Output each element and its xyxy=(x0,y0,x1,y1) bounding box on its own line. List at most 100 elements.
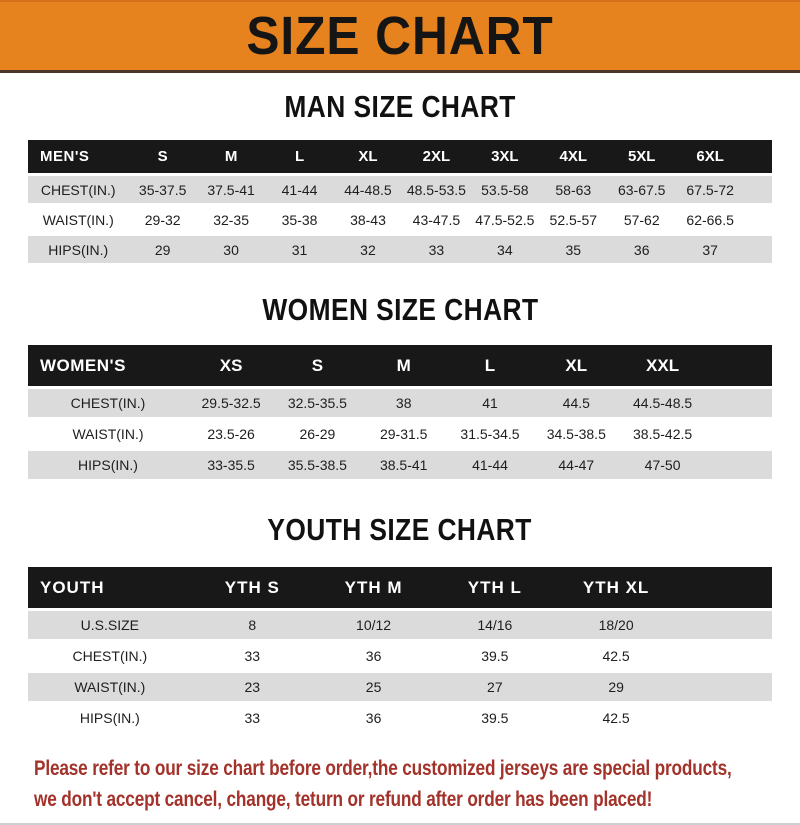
cell-value: 18/20 xyxy=(555,611,677,639)
youth-col-yth-s: YTH S xyxy=(191,567,313,608)
cell-value: 35-38 xyxy=(265,206,334,233)
cell-value: 44.5 xyxy=(533,389,620,417)
size-chart-banner: SIZE CHART xyxy=(0,0,800,73)
cell-value: 57-62 xyxy=(607,206,676,233)
cell-value: 29-31.5 xyxy=(360,420,447,448)
men-col-m: M xyxy=(196,140,266,173)
cell-value: 35-37.5 xyxy=(128,176,197,203)
cell-value: 37.5-41 xyxy=(196,176,266,203)
cell-value: 44-47 xyxy=(533,451,620,479)
row-spacer xyxy=(705,451,772,479)
row-label: HIPS(IN.) xyxy=(28,704,192,732)
row-label: CHEST(IN.) xyxy=(28,176,129,203)
cell-value: 10/12 xyxy=(312,611,435,639)
cell-value: 36 xyxy=(607,236,676,263)
row-label: WAIST(IN.) xyxy=(28,673,192,701)
youth-row-waistin: WAIST(IN.) 23 25 27 29 xyxy=(28,673,772,701)
women-header-label: WOMEN'S xyxy=(28,345,188,386)
cell-value: 33 xyxy=(402,236,471,263)
row-spacer xyxy=(705,389,772,417)
cell-value: 42.5 xyxy=(555,642,677,670)
row-label: HIPS(IN.) xyxy=(28,451,188,479)
men-col-xl: XL xyxy=(333,140,403,173)
women-header-row: WOMEN'S XS S M L XL XXL xyxy=(28,345,772,386)
women-col-xs: XS xyxy=(187,345,275,386)
row-spacer xyxy=(676,704,772,732)
men-col-2xl: 2XL xyxy=(402,140,471,173)
cell-value: 62-66.5 xyxy=(675,206,745,233)
youth-size-table: YOUTH YTH S YTH M YTH L YTH XL U.S.SIZE 8 10/12… xyxy=(28,564,772,735)
men-header-spacer xyxy=(744,140,772,173)
men-col-4xl: 4XL xyxy=(539,140,608,173)
cell-value: 41-44 xyxy=(265,176,334,203)
cell-value: 27 xyxy=(434,673,556,701)
youth-header-row: YOUTH YTH S YTH M YTH L YTH XL xyxy=(28,567,772,608)
cell-value: 23.5-26 xyxy=(187,420,275,448)
youth-row-chestin: CHEST(IN.) 33 36 39.5 42.5 xyxy=(28,642,772,670)
row-label: HIPS(IN.) xyxy=(28,236,129,263)
cell-value: 44-48.5 xyxy=(333,176,403,203)
men-row-chestin: CHEST(IN.) 35-37.5 37.5-41 41-44 44-48.5 48.5… xyxy=(28,176,772,203)
size-chart-sections: MAN SIZE CHART MEN'S S M L XL 2XL 3XL 4XL 5XL 6XL C… xyxy=(0,89,800,735)
cell-value: 38 xyxy=(360,389,447,417)
cell-value: 37 xyxy=(675,236,745,263)
row-label: CHEST(IN.) xyxy=(28,642,192,670)
cell-value: 36 xyxy=(312,704,435,732)
row-label: WAIST(IN.) xyxy=(28,420,188,448)
cell-value: 52.5-57 xyxy=(539,206,608,233)
cell-value: 32.5-35.5 xyxy=(274,389,361,417)
cell-value: 39.5 xyxy=(434,642,556,670)
cell-value: 47.5-52.5 xyxy=(470,206,540,233)
women-row-hipsin: HIPS(IN.) 33-35.5 35.5-38.5 38.5-41 41-44 44-… xyxy=(28,451,772,479)
cell-value: 39.5 xyxy=(434,704,556,732)
youth-col-yth-m: YTH M xyxy=(312,567,435,608)
row-spacer xyxy=(744,206,772,233)
cell-value: 48.5-53.5 xyxy=(402,176,471,203)
men-row-hipsin: HIPS(IN.) 29 30 31 32 33 34 35 36 37 xyxy=(28,236,772,263)
women-header-spacer xyxy=(705,345,772,386)
men-col-5xl: 5XL xyxy=(607,140,676,173)
women-row-chestin: CHEST(IN.) 29.5-32.5 32.5-35.5 38 41 44.5 44.5… xyxy=(28,389,772,417)
men-heading: MAN SIZE CHART xyxy=(0,89,800,125)
men-header-row: MEN'S S M L XL 2XL 3XL 4XL 5XL 6XL xyxy=(28,140,772,173)
row-spacer xyxy=(744,176,772,203)
cell-value: 31.5-34.5 xyxy=(446,420,534,448)
men-col-6xl: 6XL xyxy=(675,140,745,173)
women-col-xxl: XXL xyxy=(619,345,706,386)
cell-value: 8 xyxy=(191,611,313,639)
row-spacer xyxy=(676,642,772,670)
cell-value: 14/16 xyxy=(434,611,556,639)
women-heading: WOMEN SIZE CHART xyxy=(0,292,800,328)
cell-value: 38.5-42.5 xyxy=(619,420,706,448)
women-col-s: S xyxy=(274,345,361,386)
men-size-table: MEN'S S M L XL 2XL 3XL 4XL 5XL 6XL CHEST(IN.) 35-37… xyxy=(28,137,772,266)
cell-value: 29 xyxy=(555,673,677,701)
men-col-l: L xyxy=(265,140,334,173)
cell-value: 33 xyxy=(191,642,313,670)
cell-value: 31 xyxy=(265,236,334,263)
disclaimer: Please refer to our size chart before or… xyxy=(0,753,800,825)
cell-value: 29-32 xyxy=(128,206,197,233)
cell-value: 41 xyxy=(446,389,534,417)
cell-value: 33 xyxy=(191,704,313,732)
row-spacer xyxy=(676,673,772,701)
row-label: WAIST(IN.) xyxy=(28,206,129,233)
women-size-table: WOMEN'S XS S M L XL XXL CHEST(IN.) 29.5-32.5 32.5… xyxy=(28,342,772,482)
women-col-m: M xyxy=(360,345,447,386)
cell-value: 26-29 xyxy=(274,420,361,448)
cell-value: 63-67.5 xyxy=(607,176,676,203)
youth-row-ussize: U.S.SIZE 8 10/12 14/16 18/20 xyxy=(28,611,772,639)
cell-value: 32 xyxy=(333,236,403,263)
cell-value: 47-50 xyxy=(619,451,706,479)
cell-value: 42.5 xyxy=(555,704,677,732)
youth-heading: YOUTH SIZE CHART xyxy=(0,512,800,548)
cell-value: 23 xyxy=(191,673,313,701)
youth-header-spacer xyxy=(676,567,772,608)
women-col-l: L xyxy=(446,345,534,386)
youth-header-label: YOUTH xyxy=(28,567,192,608)
men-header-label: MEN'S xyxy=(28,140,129,173)
women-heading-text: WOMEN SIZE CHART xyxy=(261,292,539,327)
cell-value: 44.5-48.5 xyxy=(619,389,706,417)
cell-value: 35.5-38.5 xyxy=(274,451,361,479)
row-label: CHEST(IN.) xyxy=(28,389,188,417)
